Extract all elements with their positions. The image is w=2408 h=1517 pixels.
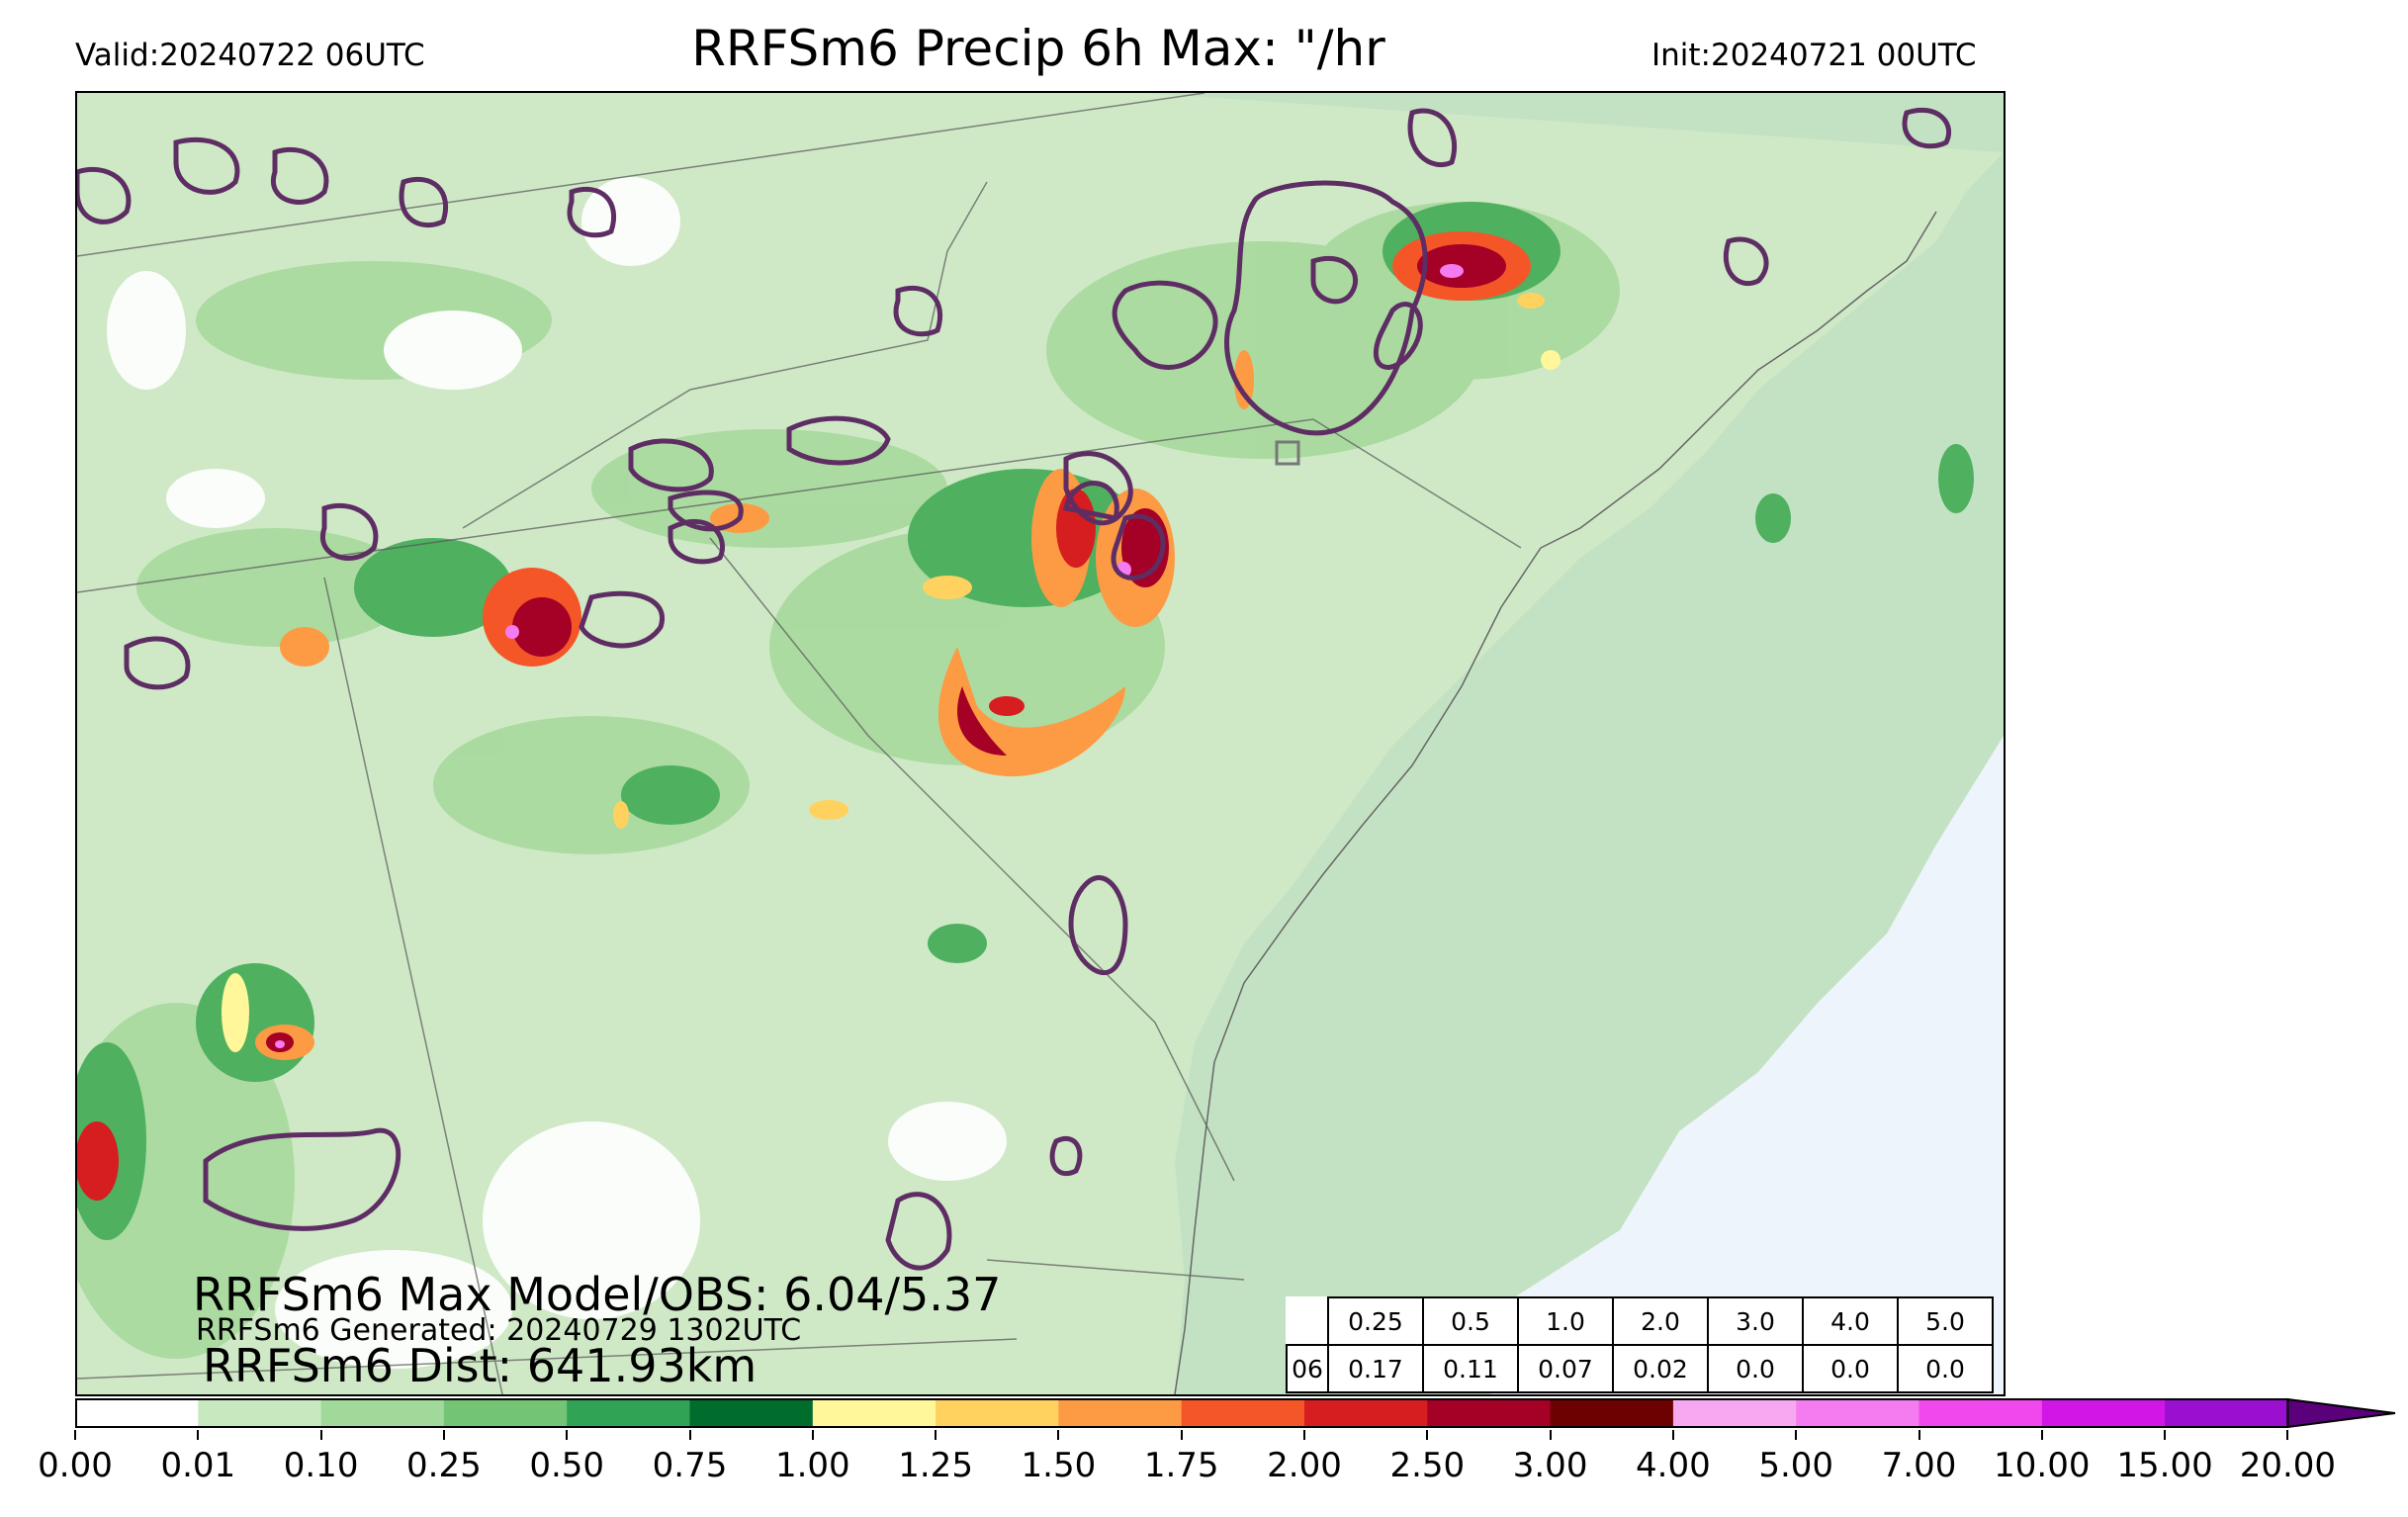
row-label-cell: 06: [1286, 1344, 1329, 1393]
colorbar-extend-arrow: [2286, 1397, 2396, 1429]
colorbar-tick-label: 0.10: [283, 1446, 359, 1485]
colorbar-tick-label: 7.00: [1881, 1446, 1957, 1485]
threshold-cell: 4.0: [1802, 1296, 1899, 1346]
colorbar-segment: [1427, 1399, 1552, 1427]
colorbar-tick-mark: [935, 1430, 937, 1440]
colorbar-segment: [812, 1399, 936, 1427]
colorbar-tick-mark: [442, 1430, 445, 1440]
colorbar-tick-label: 1.00: [774, 1446, 850, 1485]
table-row: 06 0.17 0.11 0.07 0.02 0.0 0.0 0.0: [1286, 1344, 1994, 1393]
map-canvas: [77, 93, 2004, 1394]
colorbar: [75, 1397, 2396, 1429]
colorbar-tick-label: 0.25: [406, 1446, 482, 1485]
max-model-obs-label: RRFSm6 Max Model/OBS: 6.04/5.37: [193, 1268, 1002, 1321]
colorbar-tick-label: 20.00: [2239, 1446, 2337, 1485]
colorbar-tick-mark: [74, 1430, 76, 1440]
far-ocean-area: [1491, 736, 2004, 1394]
colorbar-segment: [689, 1399, 814, 1427]
value-cell: 0.0: [1707, 1344, 1804, 1393]
chart-title: RRFSm6 Precip 6h Max: "/hr: [691, 20, 1385, 77]
table-corner: [1287, 1297, 1328, 1345]
colorbar-tick-label: 0.50: [529, 1446, 605, 1485]
colorbar-tick-mark: [197, 1430, 200, 1440]
precip-map[interactable]: [75, 91, 2006, 1396]
value-cell: 0.17: [1327, 1344, 1424, 1393]
colorbar-tick-mark: [1549, 1430, 1552, 1440]
colorbar-tick-label: 15.00: [2116, 1446, 2213, 1485]
colorbar-tick-mark: [1180, 1430, 1183, 1440]
colorbar-segment: [198, 1399, 322, 1427]
colorbar-tick-label: 1.50: [1021, 1446, 1097, 1485]
colorbar-segment: [320, 1399, 445, 1427]
colorbar-segment: [1181, 1399, 1305, 1427]
colorbar-tick-mark: [1057, 1430, 1060, 1440]
init-time: Init:20240721 00UTC: [1651, 38, 1977, 73]
colorbar-tick-label: 0.01: [160, 1446, 236, 1485]
colorbar-tick-label: 2.50: [1389, 1446, 1466, 1485]
colorbar-segment: [75, 1399, 199, 1427]
colorbar-tick-label: 1.25: [898, 1446, 973, 1485]
threshold-cell: 2.0: [1612, 1296, 1709, 1346]
colorbar-segment: [567, 1399, 690, 1427]
colorbar-tick-label: 2.00: [1267, 1446, 1342, 1485]
colorbar-segment: [1550, 1399, 1674, 1427]
dist-label: RRFSm6 Dist: 641.93km: [203, 1339, 758, 1392]
threshold-cell: 0.25: [1327, 1296, 1424, 1346]
colorbar-tick-mark: [1671, 1430, 1674, 1440]
colorbar-segment: [2165, 1399, 2288, 1427]
colorbar-tick-label: 3.00: [1512, 1446, 1588, 1485]
colorbar-tick-mark: [2164, 1430, 2167, 1440]
value-cell: 0.0: [1897, 1344, 1994, 1393]
colorbar-segment: [2041, 1399, 2166, 1427]
colorbar-segment: [936, 1399, 1059, 1427]
value-cell: 0.11: [1422, 1344, 1519, 1393]
colorbar-tick-mark: [1303, 1430, 1305, 1440]
colorbar-tick-mark: [2286, 1430, 2289, 1440]
colorbar-segment: [1672, 1399, 1797, 1427]
value-cell: 0.07: [1517, 1344, 1614, 1393]
colorbar-segment: [1304, 1399, 1428, 1427]
colorbar-tick-label: 5.00: [1758, 1446, 1834, 1485]
colorbar-tick-mark: [2040, 1430, 2043, 1440]
colorbar-tick-mark: [688, 1430, 691, 1440]
colorbar-tick-label: 0.00: [38, 1446, 113, 1485]
colorbar-tick-label: 0.75: [652, 1446, 728, 1485]
colorbar-tick-label: 4.00: [1636, 1446, 1711, 1485]
threshold-cell: 0.5: [1422, 1296, 1519, 1346]
valid-time: Valid:20240722 06UTC: [75, 38, 425, 73]
colorbar-tick-mark: [319, 1430, 322, 1440]
threshold-table: 0.25 0.5 1.0 2.0 3.0 4.0 5.0 06 0.17 0.1…: [1286, 1296, 1994, 1393]
colorbar-tick-mark: [566, 1430, 569, 1440]
threshold-cell: 3.0: [1707, 1296, 1804, 1346]
colorbar-tick-mark: [1795, 1430, 1798, 1440]
threshold-cell: 5.0: [1897, 1296, 1994, 1346]
colorbar-tick-mark: [811, 1430, 814, 1440]
colorbar-tick-label: 10.00: [1994, 1446, 2091, 1485]
value-cell: 0.0: [1802, 1344, 1899, 1393]
coastline: [1174, 211, 1937, 1394]
threshold-header-row: 0.25 0.5 1.0 2.0 3.0 4.0 5.0: [1287, 1296, 1994, 1346]
colorbar-tick-mark: [1426, 1430, 1429, 1440]
colorbar-frame: [75, 1398, 2289, 1428]
station-marker: [1275, 440, 1300, 466]
colorbar-tick-mark: [1917, 1430, 1920, 1440]
colorbar-tick-label: 1.75: [1143, 1446, 1219, 1485]
generated-label: RRFSm6 Generated: 20240729 1302UTC: [196, 1313, 802, 1348]
colorbar-segment: [1058, 1399, 1183, 1427]
colorbar-segment: [1796, 1399, 1919, 1427]
colorbar-segment: [1918, 1399, 2043, 1427]
value-cell: 0.02: [1612, 1344, 1709, 1393]
colorbar-segment: [443, 1399, 568, 1427]
threshold-cell: 1.0: [1517, 1296, 1614, 1346]
